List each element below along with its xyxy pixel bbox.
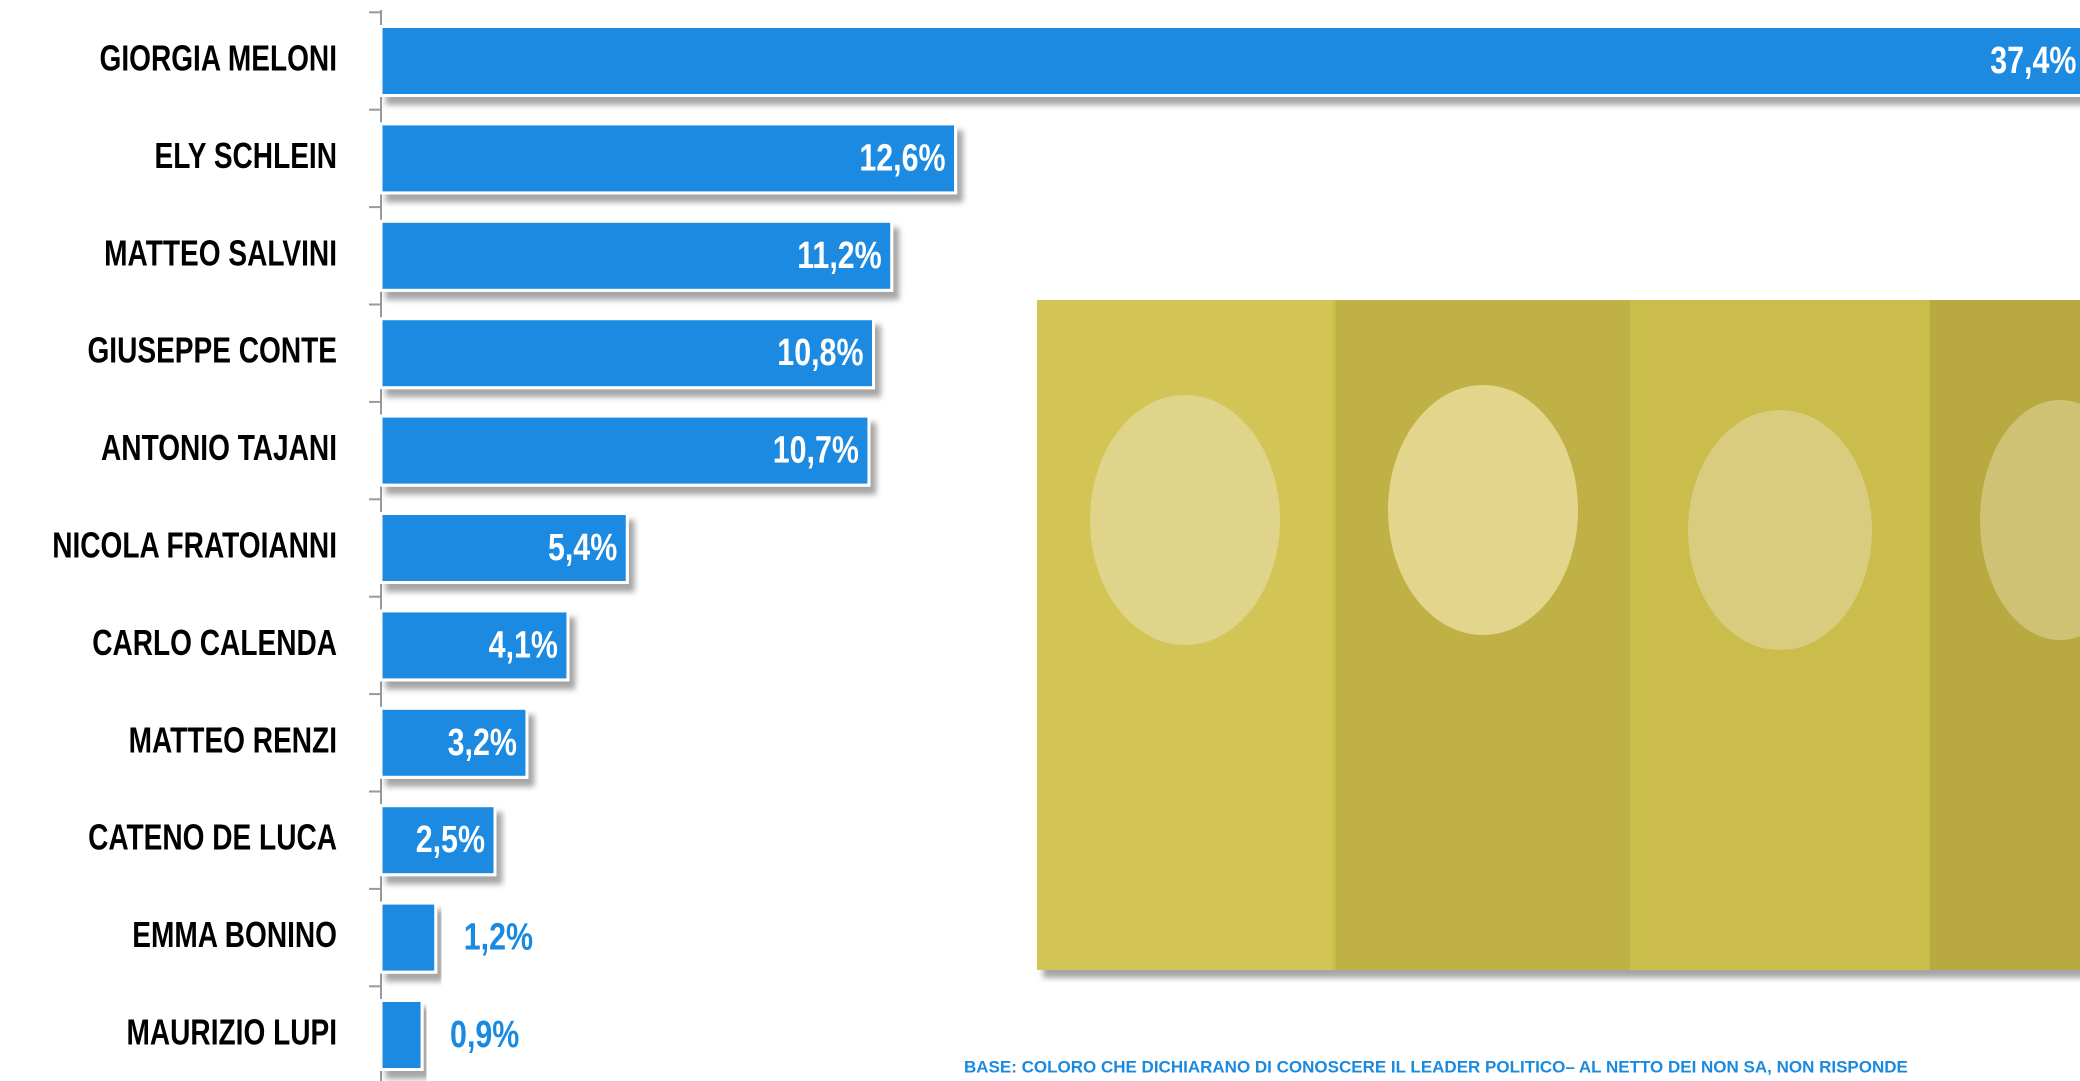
bar [379,999,424,1071]
category-label: ANTONIO TAJANI [101,428,337,468]
value-label: 0,9% [450,1014,519,1056]
bar [379,219,894,292]
name-label-group: MATTEO SALVINI [104,233,337,273]
value-label: 4,1% [489,624,558,666]
name-label-group: ANTONIO TAJANI [101,428,337,468]
bar [379,706,529,779]
name-label-group: CATENO DE LUCA [88,817,337,857]
bar [379,414,871,487]
value-label: 5,4% [548,527,617,569]
category-label: CATENO DE LUCA [88,817,337,857]
value-label-group: 1,2% [464,917,533,959]
bar [379,804,497,877]
name-label-group: GIORGIA MELONI [99,38,337,78]
category-label: NICOLA FRATOIANNI [52,525,337,565]
name-label-group: GIUSEPPE CONTE [87,330,337,370]
value-label: 10,8% [777,332,863,374]
value-label-group: 0,9% [450,1014,519,1056]
value-label-group: 10,7% [773,430,859,472]
value-label: 10,7% [773,430,859,472]
value-label-group: 11,2% [797,235,882,277]
bar [379,122,958,195]
name-label-group: CARLO CALENDA [92,623,337,663]
name-label-group: EMMA BONINO [132,915,337,955]
category-label: MAURIZIO LUPI [127,1012,337,1052]
value-label: 12,6% [859,137,945,179]
value-label-group: 2,5% [416,819,485,861]
category-label: MATTEO SALVINI [104,233,337,273]
value-label-group: 37,4% [1990,40,2076,82]
photo-face [1388,385,1578,635]
photo-face [1980,400,2080,640]
category-label: GIORGIA MELONI [99,38,337,78]
bar [379,512,629,584]
value-label: 1,2% [464,917,533,959]
value-label: 2,5% [416,819,485,861]
photo [1037,300,2080,970]
bar [379,609,570,682]
photo-face [1688,410,1872,650]
value-label: 37,4% [1990,40,2076,82]
value-label-group: 5,4% [548,527,617,569]
bar [379,901,438,974]
category-label: GIUSEPPE CONTE [87,330,337,370]
value-label: 3,2% [448,722,517,764]
category-label: ELY SCHLEIN [155,136,337,176]
value-label-group: 12,6% [859,137,945,179]
name-label-group: MAURIZIO LUPI [127,1012,337,1052]
value-label-group: 4,1% [489,624,558,666]
bar [379,25,2080,97]
bar [379,317,875,390]
name-label-group: NICOLA FRATOIANNI [52,525,337,565]
photo-face [1090,395,1280,645]
name-label-group: ELY SCHLEIN [155,136,337,176]
name-label-group: MATTEO RENZI [129,720,337,760]
value-label-group: 3,2% [448,722,517,764]
category-label: CARLO CALENDA [92,623,337,663]
category-label: MATTEO RENZI [129,720,337,760]
value-label: 11,2% [797,235,882,277]
footnote: BASE: COLORO CHE DICHIARANO DI CONOSCERE… [964,1057,1908,1076]
value-label-group: 10,8% [777,332,863,374]
category-label: EMMA BONINO [132,915,337,955]
